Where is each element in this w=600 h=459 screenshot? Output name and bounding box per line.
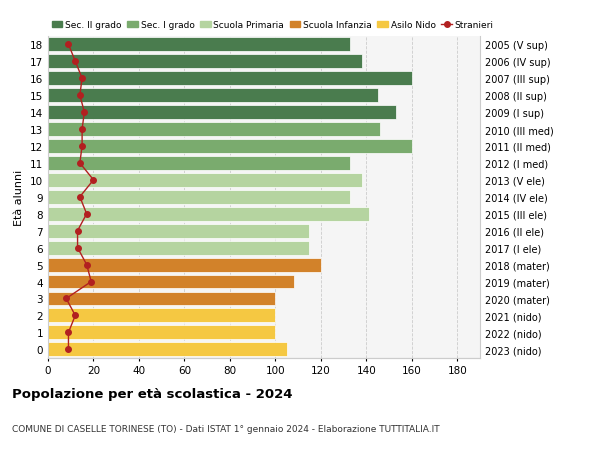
Bar xyxy=(48,342,287,357)
Legend: Sec. II grado, Sec. I grado, Scuola Primaria, Scuola Infanzia, Asilo Nido, Stran: Sec. II grado, Sec. I grado, Scuola Prim… xyxy=(48,17,497,34)
Bar xyxy=(48,275,293,289)
Bar xyxy=(48,123,380,137)
Bar xyxy=(48,224,310,238)
Bar xyxy=(48,140,412,154)
Bar xyxy=(48,72,412,86)
Bar xyxy=(48,309,275,323)
Bar xyxy=(48,106,396,120)
Bar xyxy=(48,38,350,52)
Bar xyxy=(48,190,350,204)
Bar xyxy=(48,292,275,306)
Y-axis label: Età alunni: Età alunni xyxy=(14,169,25,225)
Bar xyxy=(48,157,350,170)
Text: COMUNE DI CASELLE TORINESE (TO) - Dati ISTAT 1° gennaio 2024 - Elaborazione TUTT: COMUNE DI CASELLE TORINESE (TO) - Dati I… xyxy=(12,425,440,433)
Bar xyxy=(48,258,321,272)
Bar xyxy=(48,55,362,69)
Bar xyxy=(48,89,377,103)
Bar xyxy=(48,174,362,187)
Bar xyxy=(48,207,368,221)
Bar xyxy=(48,241,310,255)
Text: Popolazione per età scolastica - 2024: Popolazione per età scolastica - 2024 xyxy=(12,387,293,400)
Bar xyxy=(48,326,275,340)
